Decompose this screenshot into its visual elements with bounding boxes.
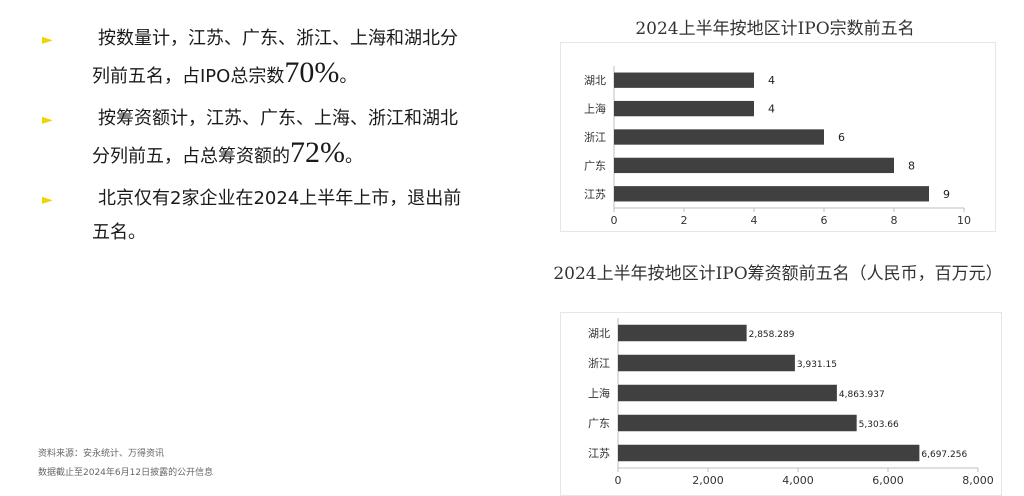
chart2-value-label: 5,303.66 bbox=[859, 420, 899, 430]
chart1-title: 2024上半年按地区计IPO宗数前五名 bbox=[635, 19, 915, 39]
chart1-bar bbox=[614, 100, 754, 117]
chart2-tick-label: 4,000 bbox=[782, 474, 814, 487]
chart2-bar bbox=[618, 414, 857, 432]
chart2-category-label: 湖北 bbox=[588, 327, 610, 340]
chart1-category-label: 上海 bbox=[584, 102, 606, 116]
bullet-text: 北京仅有2家企业在2024上半年上市，退出前五名。 bbox=[92, 188, 462, 243]
chart2-tick-label: 0 bbox=[615, 474, 622, 487]
chart1-tick-label: 8 bbox=[891, 214, 898, 227]
chart1-frame bbox=[560, 42, 996, 232]
chart2-svg: 湖北 2,858.289 浙江 3,931.15 上海 4,863.937 广东 5,303.… bbox=[588, 318, 994, 487]
chart2-category-label: 浙江 bbox=[588, 357, 610, 370]
chart2-value-label: 2,858.289 bbox=[749, 330, 795, 340]
chart2-value-label: 3,931.15 bbox=[797, 360, 837, 370]
chart2-category-label: 广东 bbox=[588, 417, 610, 430]
chart1-value-label: 6 bbox=[838, 131, 845, 144]
chart1-tick-label: 6 bbox=[821, 214, 828, 227]
chart2-tick-label: 6,000 bbox=[872, 474, 904, 487]
bullet-text: 按筹资额计，江苏、广东、上海、浙江和湖北分列前五，占总筹资额的72%。 bbox=[92, 108, 458, 169]
chart1-bar bbox=[614, 72, 754, 88]
chart1-value-label: 9 bbox=[943, 188, 950, 201]
source-note: 资料来源：安永统计、万得资讯 bbox=[38, 449, 165, 459]
chart1-category-label: 广东 bbox=[584, 159, 606, 172]
chart2-tick-label: 8,000 bbox=[962, 474, 994, 487]
chart1-tick-label: 4 bbox=[751, 214, 758, 227]
bullet-arrow-icon: ► bbox=[42, 192, 53, 208]
chart1-value-label: 4 bbox=[768, 103, 775, 116]
chart1-value-label: 4 bbox=[768, 74, 775, 87]
chart1-bar bbox=[614, 157, 894, 174]
data-cutoff-note: 数据截止至2024年6月12日披露的公开信息 bbox=[38, 468, 214, 478]
bullet-text: 按数量计，江苏、广东、浙江、上海和湖北分列前五名，占IPO总宗数70%。 bbox=[92, 28, 458, 89]
chart1-tick-label: 2 bbox=[681, 214, 688, 227]
bullet-arrow-icon: ► bbox=[42, 32, 53, 48]
chart2-category-label: 上海 bbox=[588, 386, 610, 400]
chart2-value-label: 6,697.256 bbox=[921, 450, 967, 460]
chart1-category-label: 江苏 bbox=[584, 188, 606, 201]
chart2-tick-label: 2,000 bbox=[692, 474, 724, 487]
chart1-bar bbox=[614, 186, 929, 202]
chart2-title: 2024上半年按地区计IPO筹资额前五名（人民币，百万元） bbox=[553, 264, 1003, 284]
chart2-bar bbox=[618, 324, 747, 342]
chart2-category-label: 江苏 bbox=[588, 447, 610, 460]
chart1-tick-label: 0 bbox=[611, 214, 618, 227]
chart2-bar bbox=[618, 384, 837, 402]
chart2-bar bbox=[618, 444, 920, 462]
bullet-arrow-icon: ► bbox=[42, 112, 53, 128]
chart1-tick-label: 10 bbox=[957, 214, 971, 227]
chart1-category-label: 浙江 bbox=[584, 131, 606, 144]
chart1-bar bbox=[614, 129, 824, 145]
chart1-category-label: 湖北 bbox=[584, 74, 606, 87]
chart2-bar bbox=[618, 354, 795, 372]
chart1-value-label: 8 bbox=[908, 159, 915, 172]
chart2-value-label: 4,863.937 bbox=[839, 390, 885, 400]
chart1-svg: 湖北 4 上海 4 浙江 6 广东 8 江苏 9 0 2 4 6 8 10 bbox=[584, 66, 971, 227]
